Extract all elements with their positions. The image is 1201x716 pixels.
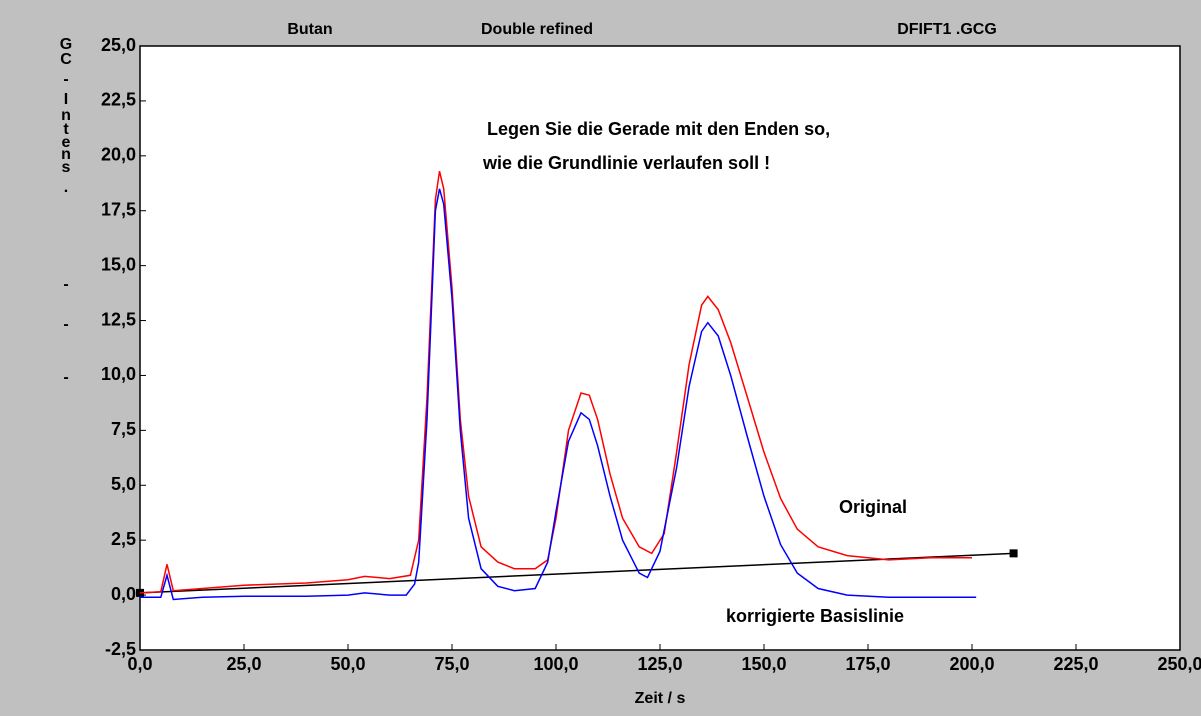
y-axis-label-glyph: t [63,121,69,138]
y-tick-label: 12,5 [101,309,136,329]
series-line [140,188,977,601]
y-axis-label-glyph: - [63,71,68,88]
x-tick-label: 100,0 [533,654,578,674]
y-tick-label: 10,0 [101,364,136,384]
y-tick-label: 0,0 [111,584,136,604]
baseline-line [139,552,1014,594]
x-axis-label: Zeit / s [635,690,686,707]
annotation: Legen Sie die Gerade mit den Enden so, [487,119,830,139]
y-axis-label-glyph: I [64,91,68,108]
x-tick-label: 150,0 [741,654,786,674]
x-tick-label: 125,0 [637,654,682,674]
y-tick-label: 2,5 [111,529,136,549]
header-text: Double refined [481,21,593,38]
y-axis-label-glyph: - [63,276,68,293]
y-axis-label-glyph: G [60,36,72,53]
y-axis-label-glyph: s [62,159,71,176]
y-tick-label: -2,5 [105,639,136,659]
y-tick-label: 15,0 [101,254,136,274]
legend-label: korrigierte Basislinie [726,606,904,626]
x-tick-label: 25,0 [226,654,261,674]
y-tick-label: 20,0 [101,145,136,165]
x-tick-label: 0,0 [127,654,152,674]
y-tick-label: 25,0 [101,35,136,55]
x-tick-label: 225,0 [1053,654,1098,674]
header-text: DFIFT1 .GCG [897,21,997,38]
y-tick-label: 22,5 [101,90,136,110]
y-axis-label-glyph: e [62,134,71,151]
y-axis-label-glyph: C [60,51,72,68]
baseline-handle [1009,549,1018,558]
x-tick-label: 175,0 [845,654,890,674]
y-tick-label: 17,5 [101,199,136,219]
x-tick-label: 75,0 [434,654,469,674]
y-tick-label: 7,5 [111,419,136,439]
y-axis-label-glyph: - [63,369,68,386]
x-tick-label: 200,0 [949,654,994,674]
legend-label: Original [839,497,907,517]
x-tick-label: 50,0 [330,654,365,674]
series-line [139,171,972,594]
y-axis-label-glyph: . [64,179,68,196]
y-tick-label: 5,0 [111,474,136,494]
y-axis-label-glyph: - [63,316,68,333]
y-axis-label-glyph: n [61,146,71,163]
x-tick-label: 250,0 [1157,654,1201,674]
annotation: wie die Grundlinie verlaufen soll ! [482,153,770,173]
header-text: Butan [287,21,332,38]
y-axis-label-glyph: n [61,107,71,124]
